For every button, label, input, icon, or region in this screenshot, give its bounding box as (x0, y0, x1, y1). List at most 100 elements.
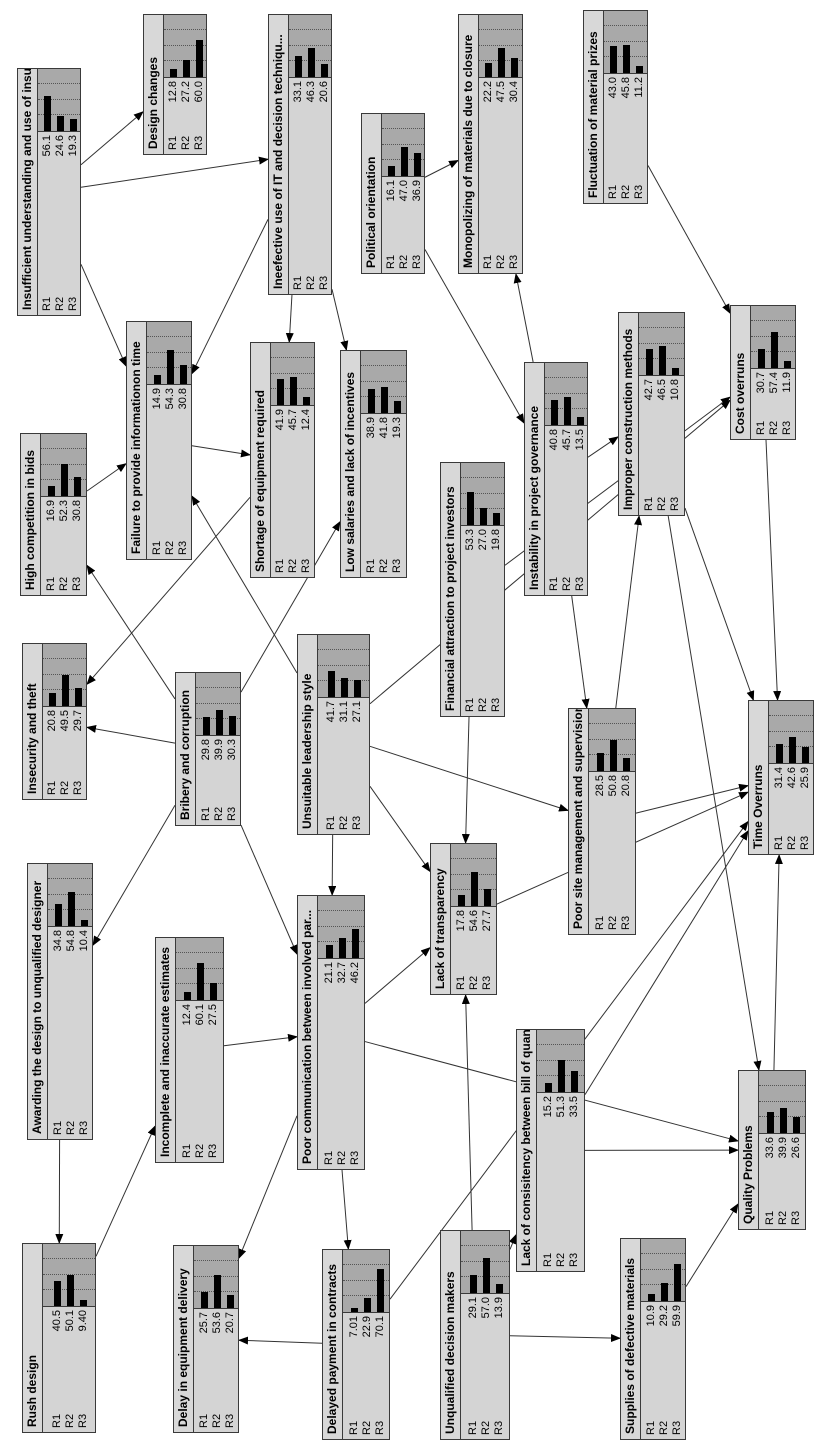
state-label: R2 (767, 420, 780, 435)
node[interactable]: Unsuitable leadership style R1 41.7 R2 31.1 R… (297, 634, 370, 835)
node[interactable]: Poor communication between involved par.… (297, 895, 365, 1170)
state-probability: 27.2 (179, 81, 192, 103)
belief-bar-chart (751, 306, 795, 369)
node[interactable]: Financial attraction to project investor… (440, 462, 505, 717)
node[interactable]: Shortage of equipment required R1 41.9 R2 45… (250, 342, 315, 578)
node-title: Failure to provide informationon time (127, 322, 147, 559)
probability-bar (294, 56, 302, 77)
belief-bar-chart (545, 363, 587, 426)
gridline (41, 448, 86, 450)
state-probability: 10.8 (669, 379, 681, 401)
node[interactable]: Rush design R1 40.5 R2 50.1 R3 9.40 (22, 1243, 96, 1433)
state-label: R2 (620, 184, 632, 199)
probability-bar (210, 982, 217, 1000)
node[interactable]: High competition in bids R1 16.9 R2 52.3 R3 30… (20, 433, 87, 596)
state-label: R1 (325, 815, 337, 830)
node[interactable]: Time Overruns R1 31.4 R2 42.6 R3 25.9 (748, 700, 814, 855)
belief-bar-chart (461, 463, 504, 526)
state-label: R3 (176, 540, 189, 555)
state-probability: 56.1 (40, 135, 53, 157)
node[interactable]: Lack of transparency R1 17.8 R2 54.6 R3 27.7 (430, 843, 497, 995)
node[interactable]: Delayed payment in contracts R1 7.01 R2 22.9… (322, 1249, 390, 1440)
state-label: R1 (482, 254, 494, 269)
belief-bar-chart (318, 635, 369, 698)
probability-bar (576, 416, 584, 425)
edge-arrow (364, 947, 431, 1004)
belief-bar-chart (176, 938, 223, 1001)
node[interactable]: Quality Problems R1 33.6 R2 39.9 R3 26.6 (738, 1070, 806, 1230)
state-label: R3 (568, 1252, 580, 1267)
probability-bar (495, 1284, 503, 1293)
edge-arrow (341, 1169, 352, 1250)
state-label: R2 (495, 254, 507, 269)
state-label: R1 (291, 275, 304, 290)
probability-bar (660, 1282, 668, 1301)
state-label: R3 (76, 1413, 89, 1428)
node[interactable]: Low salaries and lack of incentives R1 38.… (340, 350, 407, 578)
node[interactable]: Awarding the design to unqualified desig… (27, 863, 93, 1140)
probability-bar (303, 397, 310, 405)
node[interactable]: Lack of consisitency between bill of qua… (516, 1029, 585, 1272)
node-title: Insecurity and theft (23, 644, 43, 799)
probability-bar (647, 1294, 655, 1301)
node-title: Financial attraction to project investor… (441, 463, 461, 716)
state-label: R2 (479, 1420, 492, 1435)
edge-arrow (635, 783, 749, 814)
state-probability: 32.7 (335, 962, 348, 984)
edge-arrow (508, 1233, 517, 1250)
node[interactable]: Improper construction methods R1 42.7 R2 46.… (618, 312, 685, 516)
probability-bar (195, 39, 203, 77)
node[interactable]: Bribery and corruption R1 29.8 R2 39.9 R3 30.3 (175, 672, 241, 826)
node-title: Ineefective use of IT and decision techn… (269, 15, 289, 294)
node[interactable]: Failure to provide informationon time R1 1… (126, 321, 192, 560)
state-label: R2 (360, 1420, 373, 1435)
node[interactable]: Cost overruns R1 30.7 R2 57.4 R3 11.9 (730, 305, 796, 440)
state-probability: 27.5 (207, 1004, 219, 1026)
node-belief-table: R1 56.1 R2 24.6 R3 19.3 (38, 69, 80, 315)
state-probability: 43.0 (607, 77, 619, 99)
node-belief-table: R1 28.5 R2 50.8 R3 20.8 (589, 709, 635, 934)
node[interactable]: Fluctuation of material prizes R1 43.0 R2 45… (583, 10, 648, 204)
probability-bar (609, 739, 617, 771)
state-label: R2 (210, 1413, 223, 1428)
node[interactable]: Ineefective use of IT and decision techn… (268, 14, 332, 295)
state-probability: 33.6 (763, 1137, 776, 1159)
state-label: R1 (322, 1150, 335, 1165)
state-label: R1 (51, 1120, 64, 1135)
probability-bar (184, 992, 191, 1000)
node[interactable]: Instability in project governance R1 40.8 R… (524, 362, 588, 596)
node[interactable]: Design changes R1 12.8 R2 27.2 R3 60.0 (143, 14, 207, 155)
node-belief-table: R1 34.8 R2 54.8 R3 10.4 (48, 864, 92, 1139)
node[interactable]: Supplies of defective materials R1 10.9 R2 2… (620, 1238, 686, 1440)
gridline (318, 926, 364, 927)
node[interactable]: Monopolizing of materials due to closure… (458, 14, 523, 274)
edge-arrow (509, 1334, 621, 1343)
node[interactable]: Insufficient understanding and use of in… (17, 68, 81, 316)
state-label: R2 (468, 975, 480, 990)
belief-bar-chart (289, 15, 331, 78)
node[interactable]: Delay in equipment delivery R1 25.7 R2 53.6 R… (173, 1245, 239, 1433)
belief-bar-chart (164, 15, 206, 78)
gridline (461, 477, 504, 479)
node-belief-table: R1 22.2 R2 47.5 R3 30.4 (479, 15, 522, 273)
state-label: R3 (481, 975, 493, 990)
node[interactable]: Incomplete and inaccurate estimates R1 12.… (155, 937, 224, 1163)
state-probability: 46.2 (348, 962, 361, 984)
state-probability: 36.9 (410, 180, 423, 202)
node[interactable]: Insecurity and theft R1 20.8 R2 49.5 R3 29.7 (22, 643, 87, 800)
belief-bar-chart (43, 644, 86, 707)
node[interactable]: Unqualified decision makers R1 29.1 R2 57.0 R… (440, 1230, 510, 1440)
state-label: R2 (163, 540, 176, 555)
node[interactable]: Political orientation R1 16.1 R2 47.0 R3 36.9 (361, 113, 425, 274)
node-title: Rush design (23, 1244, 43, 1432)
state-label: R2 (555, 1252, 567, 1267)
probability-bar (413, 153, 421, 176)
gridline (176, 952, 223, 954)
node[interactable]: Poor site management and supervision R1 28… (568, 708, 636, 935)
probability-bar (354, 680, 361, 697)
node-title: Lack of consisitency between bill of qua… (517, 1030, 537, 1271)
edge-arrow (424, 160, 459, 178)
edge-arrow (191, 495, 298, 674)
edge-arrow (571, 595, 590, 709)
